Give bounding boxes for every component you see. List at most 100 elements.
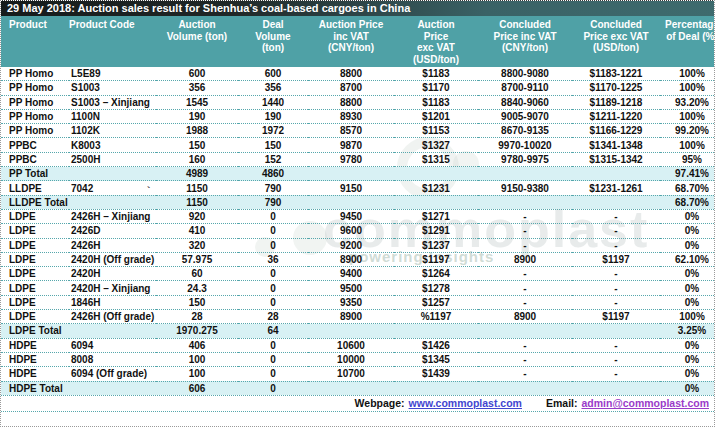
cell-7: $1170-1225 [572,81,660,95]
cell-7: $1197 [572,310,660,324]
cell-7: $1183-1221 [572,67,660,81]
cell-8: 0% [660,281,715,295]
column-header-concluded-price-exc-vat-usd-ton: ConcludedPrice exc VAT(USD/ton) [572,16,660,67]
column-header-auction-price-inc-vat-cny-ton: Auction Priceinc VAT(CNY/ton) [308,16,394,67]
cell-8: 68.70% [660,195,715,209]
cell-8: 100% [660,310,715,324]
cell-2: 190 [156,109,238,123]
cell-7: - [572,267,660,281]
column-header-deal-volume-ton: DealVolume(ton) [238,16,308,67]
cell-5: $1426 [394,338,478,352]
table-row: HDPE6094406010600$1426--0% [1,338,715,352]
cell-8: 97.41% [660,167,715,181]
cell-5: $1327 [394,138,478,152]
column-header-auction-price-exc-vat-usd-ton: AuctionPriceexc VAT(USD/ton) [394,16,478,67]
cell-4: 8570 [308,124,394,138]
cell-0: HDPE Total [1,381,69,395]
cell-7 [572,324,660,338]
cell-8: 0% [660,209,715,223]
cell-6: 9005-9070 [478,109,572,123]
table-row: PPBCK80031501509870$13279970-10020$1341-… [1,138,715,152]
total-row: HDPE Total60600% [1,381,715,395]
cell-4: 9870 [308,138,394,152]
cell-5: $1170 [394,81,478,95]
cell-1: 2420H – Xinjiang [69,281,156,295]
cell-0: HDPE [1,367,69,381]
cell-6: 8800-9080 [478,67,572,81]
cell-8: 100% [660,109,715,123]
column-header-concluded-price-inc-vat-cny-ton: ConcludedPrice inc VAT(CNY/ton) [478,16,572,67]
cell-3: 356 [238,81,308,95]
cell-0: PP Homo [1,67,69,81]
cell-1: S1003 [69,81,156,95]
cell-2: 24.3 [156,281,238,295]
table-row: LDPE2426H – Xinjiang92009450$1271--0% [1,209,715,223]
cell-1: 6094 (Off grade) [69,367,156,381]
cell-5: $1197 [394,252,478,266]
cell-3: 28 [238,310,308,324]
cell-3: 0 [238,381,308,395]
table-row: PPBC2500H1601529780$13159780-9975$1315-1… [1,152,715,166]
cell-5: $1291 [394,224,478,238]
total-row: LLDPE Total115079068.70% [1,195,715,209]
cell-0: LDPE [1,310,69,324]
cell-8: 68.70% [660,181,715,195]
cell-5: %1197 [394,310,478,324]
auction-results-table: ProductProduct CodeAuctionVolume (ton)De… [1,16,715,395]
cell-3: 36 [238,252,308,266]
cell-6: - [478,209,572,223]
cell-0: PPBC [1,138,69,152]
cell-6 [478,195,572,209]
cell-1 [69,324,156,338]
cell-6: 9970-10020 [478,138,572,152]
cell-2: 920 [156,209,238,223]
cell-7: $1341-1348 [572,138,660,152]
cell-7: - [572,295,660,309]
cell-1 [69,195,156,209]
cell-4 [308,167,394,181]
cell-2: 150 [156,138,238,152]
cell-3: 0 [238,281,308,295]
cell-0: LLDPE Total [1,195,69,209]
cell-8: 3.25% [660,324,715,338]
cell-1 [69,381,156,395]
cell-2: 4989 [156,167,238,181]
cell-6: - [478,367,572,381]
cell-1: 7042 [69,181,156,195]
email-link[interactable]: admin@commoplast.com [581,397,709,409]
cell-7 [572,381,660,395]
webpage-link[interactable]: www.commoplast.com [409,397,522,409]
cell-7: $1211-1220 [572,109,660,123]
cell-5: $1257 [394,295,478,309]
cell-2: 100 [156,352,238,366]
cell-2: 1988 [156,124,238,138]
cell-7: - [572,367,660,381]
cell-4: 9600 [308,224,394,238]
cell-5: $1271 [394,209,478,223]
cell-8: 100% [660,138,715,152]
table-row: PP HomoL5E896006008800$11838800-9080$118… [1,67,715,81]
cell-2: 150 [156,295,238,309]
cell-7: $1189-1218 [572,95,660,109]
cell-0: LDPE [1,267,69,281]
cell-4: 8700 [308,81,394,95]
table-row: HDPE8008100010000$1345--0% [1,352,715,366]
cell-4: 8900 [308,310,394,324]
cell-7 [572,167,660,181]
cell-5: $1439 [394,367,478,381]
cell-3: 0 [238,352,308,366]
cell-5: $1183 [394,67,478,81]
cell-4: 9350 [308,295,394,309]
cell-3: 1440 [238,95,308,109]
cell-0: PP Total [1,167,69,181]
cell-4: 8800 [308,67,394,81]
cell-2: 57.975 [156,252,238,266]
cell-1: K8003 [69,138,156,152]
cell-8: 0% [660,224,715,238]
cell-2: 60 [156,267,238,281]
cell-3: 190 [238,109,308,123]
cell-7: - [572,281,660,295]
cell-0: PP Homo [1,81,69,95]
cell-3: 0 [238,338,308,352]
cell-4: 9780 [308,152,394,166]
